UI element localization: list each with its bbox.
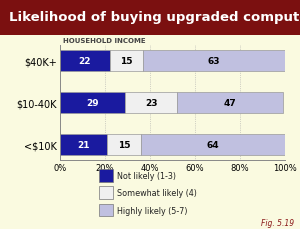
Bar <box>141 134 285 155</box>
Text: 63: 63 <box>208 57 220 66</box>
Text: 64: 64 <box>207 140 219 149</box>
Bar <box>107 134 141 155</box>
Bar <box>60 134 107 155</box>
Bar <box>177 93 283 113</box>
Text: 23: 23 <box>145 98 158 108</box>
Text: 22: 22 <box>79 57 91 66</box>
Text: 15: 15 <box>118 140 130 149</box>
Text: Fig. 5.19: Fig. 5.19 <box>261 218 294 227</box>
Bar <box>60 93 125 113</box>
Text: Somewhat likely (4): Somewhat likely (4) <box>117 188 197 197</box>
Bar <box>60 51 110 72</box>
Text: Highly likely (5-7): Highly likely (5-7) <box>117 206 188 215</box>
Bar <box>110 51 143 72</box>
Text: Likelihood of buying upgraded computer: Likelihood of buying upgraded computer <box>9 11 300 24</box>
Bar <box>125 93 177 113</box>
Text: 29: 29 <box>86 98 99 108</box>
Text: HOUSEHOLD INCOME: HOUSEHOLD INCOME <box>63 38 146 44</box>
Text: 47: 47 <box>224 98 236 108</box>
Text: 15: 15 <box>120 57 133 66</box>
Text: 21: 21 <box>77 140 90 149</box>
Text: Not likely (1-3): Not likely (1-3) <box>117 171 176 180</box>
Bar <box>143 51 285 72</box>
